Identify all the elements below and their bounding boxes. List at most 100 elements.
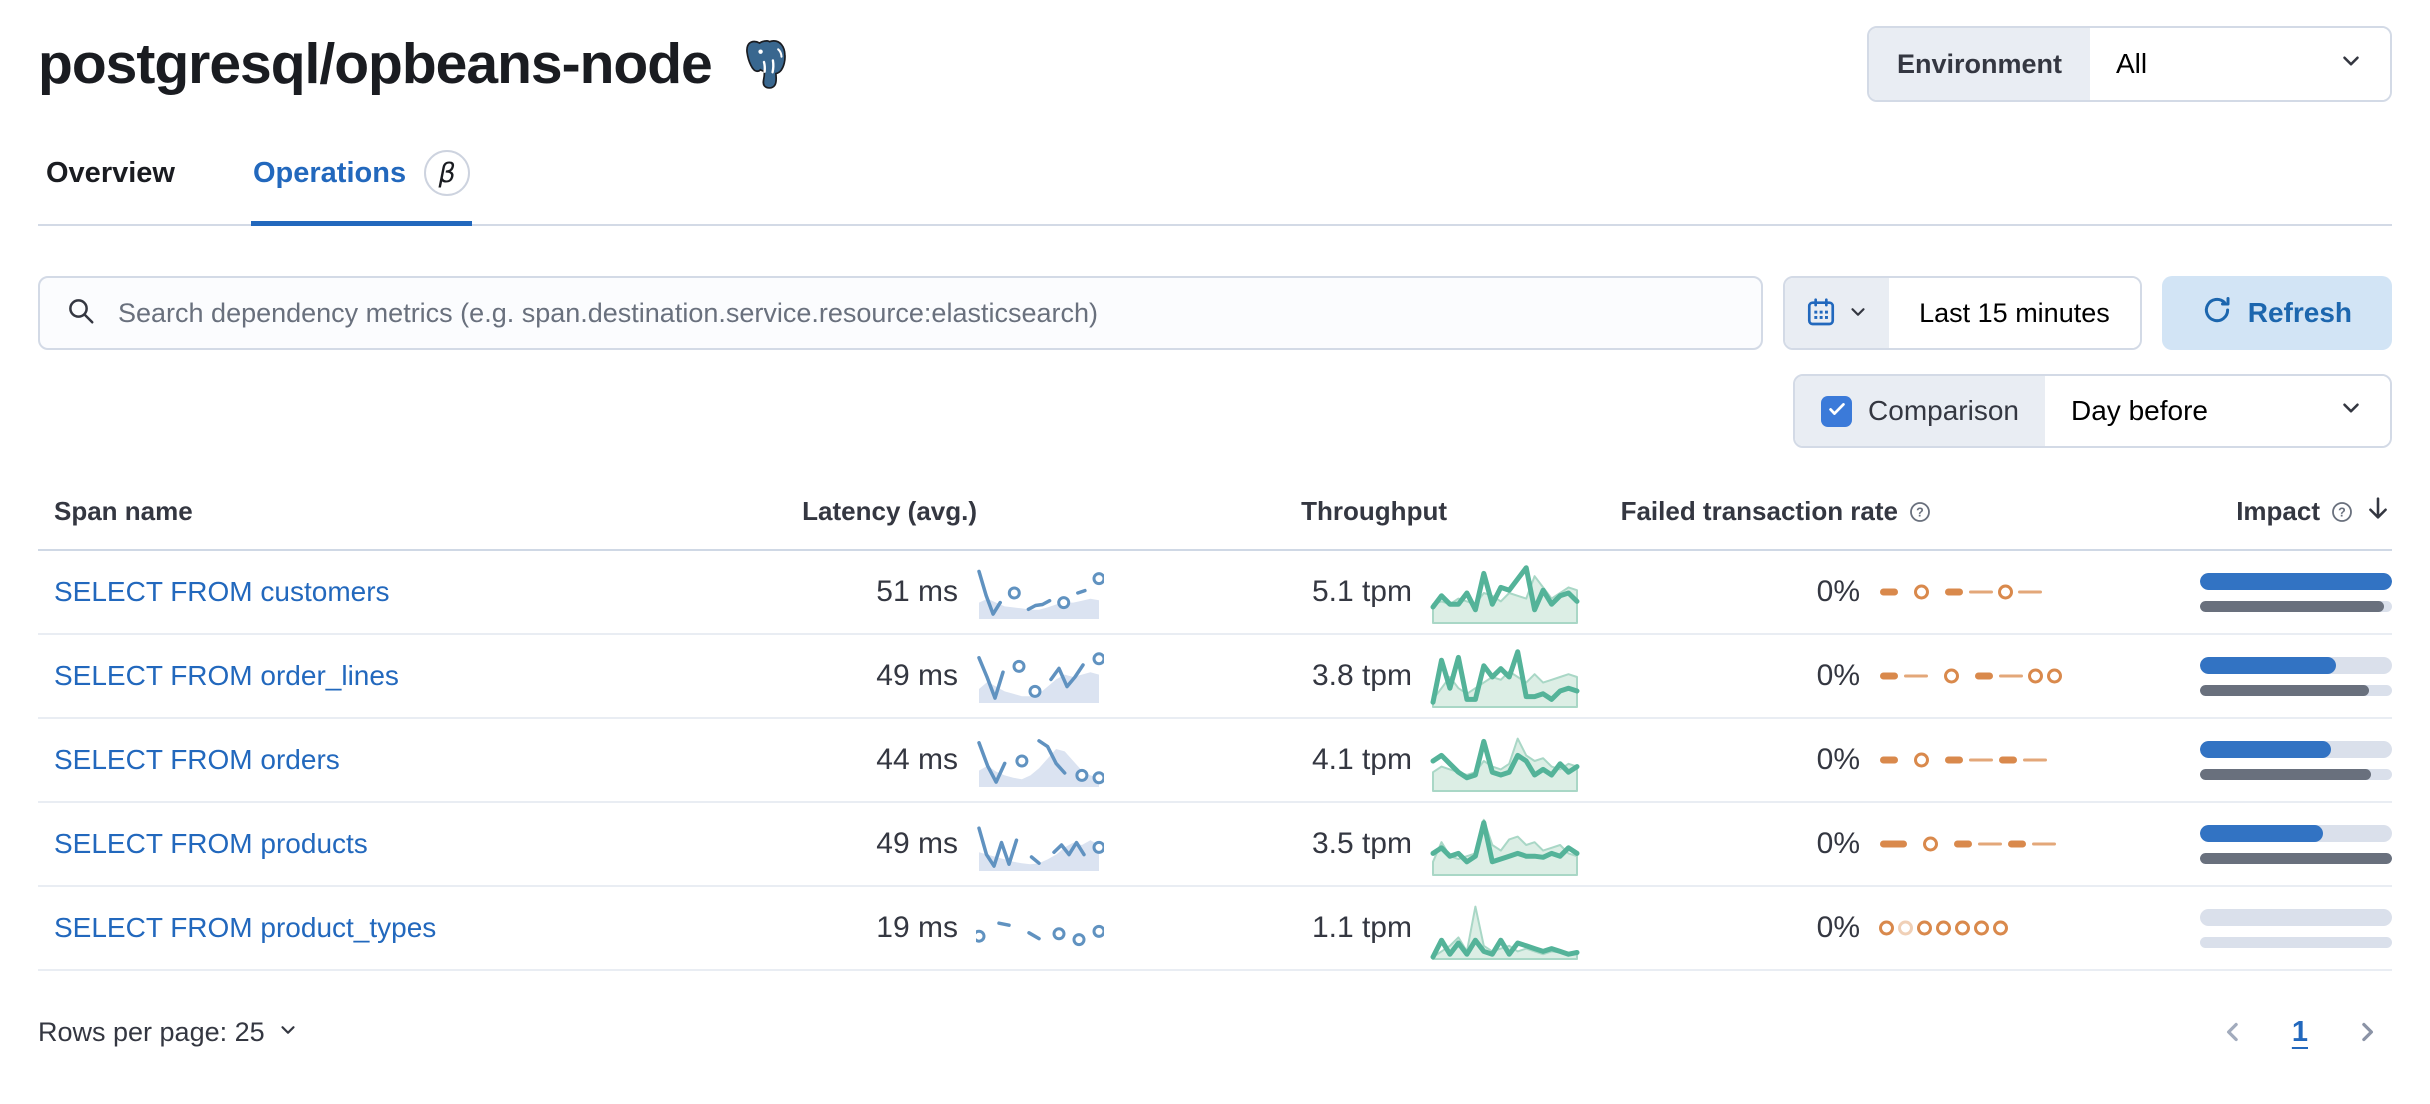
column-header-span-name: Span name xyxy=(54,496,193,526)
throughput-sparkline xyxy=(1430,811,1582,877)
throughput-sparkline xyxy=(1430,727,1582,793)
impact-bars xyxy=(2200,824,2392,864)
span-name-link[interactable]: SELECT FROM order_lines xyxy=(54,660,399,691)
span-name-link[interactable]: SELECT FROM customers xyxy=(54,576,390,607)
environment-filter: Environment All xyxy=(1866,26,2392,102)
column-header-impact[interactable]: Impact ? xyxy=(2082,494,2392,529)
tab-overview[interactable]: Overview xyxy=(44,140,177,224)
refresh-button-label: Refresh xyxy=(2247,297,2352,328)
environment-filter-label: Environment xyxy=(1868,28,2090,100)
chevron-down-icon xyxy=(2338,48,2364,81)
throughput-sparkline xyxy=(1430,559,1582,625)
chevron-down-icon xyxy=(1847,301,1869,326)
throughput-value: 5.1 tpm xyxy=(1311,575,1412,608)
impact-bars xyxy=(2200,908,2392,948)
impact-previous-track xyxy=(2200,768,2392,780)
tab-bar: Overview Operations β xyxy=(38,140,2392,226)
impact-previous-bar xyxy=(2200,684,2369,696)
failed-rate-sparkline xyxy=(1878,822,2064,866)
table-row: SELECT FROM product_types 19 ms 1.1 tpm … xyxy=(38,887,2392,971)
pagination: 1 xyxy=(2214,1013,2386,1051)
latency-sparkline xyxy=(976,815,1106,873)
table-footer: Rows per page: 25 1 xyxy=(38,1013,2392,1051)
next-page-button[interactable] xyxy=(2348,1013,2386,1051)
failed-rate-sparkline xyxy=(1878,654,2064,698)
table-body: SELECT FROM customers 51 ms 5.1 tpm 0% S… xyxy=(38,551,2392,971)
column-header-failed-rate[interactable]: Failed transaction rate ? xyxy=(1612,496,2082,527)
column-header-latency[interactable]: Latency (avg.) xyxy=(802,496,977,526)
throughput-value: 3.5 tpm xyxy=(1311,827,1412,860)
chevron-down-icon xyxy=(277,1017,299,1048)
impact-current-track xyxy=(2200,908,2392,926)
latency-value: 49 ms xyxy=(876,659,958,692)
throughput-value: 3.8 tpm xyxy=(1311,659,1412,692)
column-header-throughput[interactable]: Throughput xyxy=(1301,496,1447,526)
tab-operations[interactable]: Operations β xyxy=(250,140,473,226)
environment-select[interactable]: All xyxy=(2090,28,2390,100)
chevron-right-icon xyxy=(2352,1022,2382,1050)
chevron-left-icon xyxy=(2218,1022,2248,1050)
latency-value: 44 ms xyxy=(876,743,958,776)
failed-rate-sparkline xyxy=(1878,738,2064,782)
table-row: SELECT FROM orders 44 ms 4.1 tpm 0% xyxy=(38,719,2392,803)
impact-current-track xyxy=(2200,824,2392,842)
failed-rate-value: 0% xyxy=(1816,827,1860,860)
chevron-down-icon xyxy=(2338,395,2364,428)
span-name-link[interactable]: SELECT FROM products xyxy=(54,828,368,859)
sort-desc-icon xyxy=(2364,494,2392,529)
svg-text:?: ? xyxy=(2338,505,2346,519)
table-row: SELECT FROM customers 51 ms 5.1 tpm 0% xyxy=(38,551,2392,635)
throughput-sparkline xyxy=(1430,643,1582,709)
impact-current-track xyxy=(2200,572,2392,590)
latency-sparkline xyxy=(976,647,1106,705)
comparison-row: Comparison Day before xyxy=(38,374,2392,448)
latency-sparkline xyxy=(976,563,1106,621)
failed-rate-sparkline xyxy=(1878,570,2064,614)
check-icon xyxy=(1826,395,1848,427)
filters-bar: Last 15 minutes Refresh xyxy=(38,276,2392,350)
comparison-select-value: Day before xyxy=(2071,395,2208,426)
tab-operations-label: Operations xyxy=(252,156,407,189)
comparison-toggle[interactable]: Comparison xyxy=(1795,376,2045,446)
beta-badge: β xyxy=(424,150,471,196)
throughput-value: 1.1 tpm xyxy=(1311,911,1412,944)
latency-sparkline xyxy=(976,731,1106,789)
time-range-button[interactable]: Last 15 minutes xyxy=(1889,278,2140,348)
impact-previous-bar xyxy=(2200,768,2371,780)
page-number-1[interactable]: 1 xyxy=(2286,1015,2314,1050)
postgresql-logo-icon xyxy=(740,37,794,98)
rows-per-page-button[interactable]: Rows per page: 25 xyxy=(38,1017,299,1048)
comparison-label: Comparison xyxy=(1868,395,2019,426)
impact-bars xyxy=(2200,656,2392,696)
table-header-row: Span name Latency (avg.) Throughput Fail… xyxy=(38,494,2392,551)
operations-table: Span name Latency (avg.) Throughput Fail… xyxy=(38,494,2392,971)
apm-dependency-operations-page: postgresql/opbeans-node Environment All … xyxy=(0,24,2430,1051)
impact-previous-track xyxy=(2200,852,2392,864)
failed-rate-value: 0% xyxy=(1816,911,1860,944)
latency-value: 51 ms xyxy=(876,575,958,608)
rows-per-page-label: Rows per page: 25 xyxy=(38,1016,265,1047)
latency-value: 19 ms xyxy=(876,911,958,944)
failed-rate-sparkline xyxy=(1878,906,2064,950)
impact-bars xyxy=(2200,572,2392,612)
impact-previous-track xyxy=(2200,936,2392,948)
latency-value: 49 ms xyxy=(876,827,958,860)
refresh-button[interactable]: Refresh xyxy=(2161,276,2392,350)
tab-overview-label: Overview xyxy=(46,156,175,189)
comparison-checkbox[interactable] xyxy=(1821,395,1853,427)
page-header: postgresql/opbeans-node Environment All xyxy=(38,24,2392,104)
comparison-select[interactable]: Day before xyxy=(2045,376,2390,446)
date-picker-calendar-button[interactable] xyxy=(1785,278,1890,348)
environment-select-value: All xyxy=(2116,48,2148,79)
previous-page-button[interactable] xyxy=(2214,1013,2252,1051)
search-input[interactable] xyxy=(116,296,1736,330)
span-name-link[interactable]: SELECT FROM orders xyxy=(54,744,340,775)
span-name-link[interactable]: SELECT FROM product_types xyxy=(54,912,437,943)
impact-current-bar xyxy=(2200,572,2392,590)
question-circle-icon: ? xyxy=(1908,500,1932,524)
impact-previous-track xyxy=(2200,684,2392,696)
failed-rate-value: 0% xyxy=(1816,575,1860,608)
impact-current-bar xyxy=(2200,824,2323,842)
refresh-icon xyxy=(2202,295,2232,332)
impact-current-track xyxy=(2200,656,2392,674)
